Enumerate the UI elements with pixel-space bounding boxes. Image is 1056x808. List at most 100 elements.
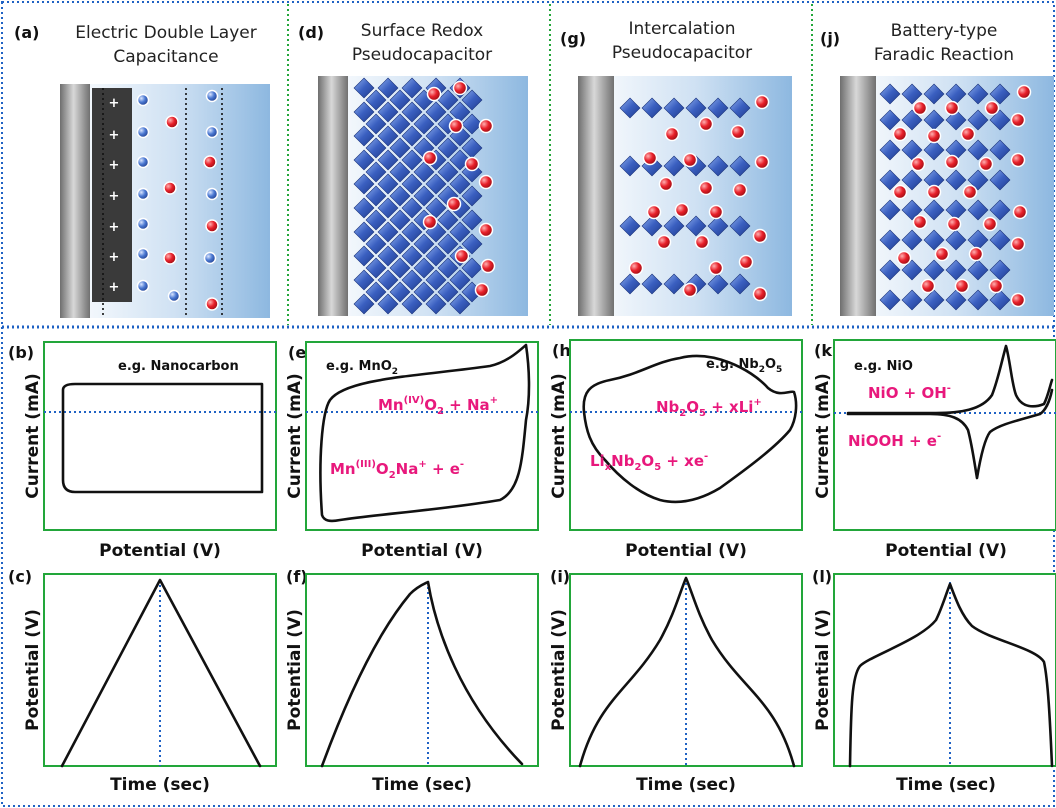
lattice-octahedron: [449, 221, 471, 243]
lattice-octahedron: [377, 101, 399, 123]
bulk-lattice: [879, 83, 1011, 311]
lattice-octahedron: [989, 229, 1011, 251]
panel-label-j: (j): [820, 29, 840, 48]
lattice-octahedron: [389, 233, 411, 255]
lattice-octahedron: [879, 199, 901, 221]
lattice-octahedron: [685, 97, 707, 119]
cation: [982, 216, 998, 232]
lattice-octahedron: [377, 245, 399, 267]
lattice-octahedron: [879, 289, 901, 311]
gcd-curve: [60, 578, 262, 768]
lattice-octahedron: [437, 281, 459, 303]
lattice-octahedron: [879, 139, 901, 161]
cation: [954, 278, 970, 294]
lattice-octahedron: [437, 233, 459, 255]
cation: [658, 176, 674, 192]
cation: [896, 250, 912, 266]
surface-cations: [422, 80, 496, 298]
lattice-octahedron: [413, 113, 435, 135]
edlc-ions: [136, 89, 219, 311]
lattice-octahedron: [353, 269, 375, 291]
lattice-octahedron: [967, 169, 989, 191]
lattice-octahedron: [365, 137, 387, 159]
cation: [628, 260, 644, 276]
lattice-octahedron: [901, 229, 923, 251]
y-axis-label: Potential (V): [813, 609, 833, 731]
panel-label-b: (b): [8, 343, 34, 362]
lattice-octahedron: [707, 273, 729, 295]
cation: [730, 124, 746, 140]
anion: [205, 89, 219, 103]
gcd-curve: [578, 576, 796, 768]
lattice-octahedron: [663, 155, 685, 177]
cation: [944, 154, 960, 170]
y-axis-label: Potential (V): [23, 609, 43, 731]
cv-curve: [319, 343, 531, 523]
reduction-reaction: Mn(III)O2Na+ + e-: [330, 459, 464, 481]
panel-d-title-line1: Surface Redox: [361, 21, 483, 41]
anion: [205, 125, 219, 139]
current-collector: [578, 76, 614, 316]
panel-label-k: (k): [814, 341, 839, 360]
positive-charge: +: [109, 280, 120, 295]
cation: [474, 282, 490, 298]
panel-label-g: (g): [560, 29, 586, 48]
y-axis-label: Potential (V): [549, 609, 569, 731]
lattice-octahedron: [461, 89, 483, 111]
y-axis-label: Potential (V): [285, 609, 305, 731]
cation: [452, 80, 468, 96]
cation: [752, 286, 768, 302]
lattice-octahedron: [377, 269, 399, 291]
lattice-octahedron: [923, 289, 945, 311]
lattice-octahedron: [879, 229, 901, 251]
lattice-octahedron: [461, 185, 483, 207]
cation: [205, 219, 219, 233]
panel-i-gcd: (i) Potential (V) Time (sec): [549, 567, 803, 795]
lattice-octahedron: [413, 185, 435, 207]
lattice-octahedron: [365, 233, 387, 255]
cation: [912, 100, 928, 116]
lattice-octahedron: [449, 269, 471, 291]
cation: [478, 222, 494, 238]
cation: [934, 246, 950, 262]
cation: [646, 204, 662, 220]
panel-e-cv: (e) e.g. MnO2 Mn(IV)O2 + Na+ Mn(III)O2Na…: [285, 341, 539, 561]
lattice-octahedron: [663, 273, 685, 295]
lattice-octahedron: [967, 83, 989, 105]
cation: [698, 116, 714, 132]
anion: [203, 251, 217, 265]
lattice-octahedron: [425, 293, 447, 315]
lattice-octahedron: [353, 293, 375, 315]
cation: [422, 214, 438, 230]
lattice-octahedron: [401, 293, 423, 315]
positive-charge: +: [109, 189, 120, 204]
positive-charge: +: [109, 158, 120, 173]
cation: [448, 118, 464, 134]
lattice-octahedron: [377, 221, 399, 243]
lattice-octahedron: [401, 245, 423, 267]
positive-charge: +: [109, 96, 120, 111]
lattice-octahedron: [377, 125, 399, 147]
panel-f-gcd: (f) Potential (V) Time (sec): [285, 567, 539, 795]
current-collector: [60, 84, 90, 318]
cation: [165, 115, 179, 129]
lattice-octahedron: [729, 215, 751, 237]
lattice-octahedron: [365, 185, 387, 207]
cation: [446, 196, 462, 212]
lattice-octahedron: [967, 139, 989, 161]
lattice-octahedron: [989, 139, 1011, 161]
lattice-octahedron: [377, 77, 399, 99]
example-material: e.g. MnO2: [326, 359, 398, 377]
panel-label-d: (d): [298, 23, 324, 42]
cation: [664, 126, 680, 142]
lattice-octahedron: [923, 139, 945, 161]
lattice-octahedron: [461, 209, 483, 231]
bulk-cations: [892, 84, 1032, 308]
x-axis-label: Time (sec): [896, 775, 996, 795]
cation: [1010, 236, 1026, 252]
cv-curve: [846, 344, 1054, 480]
lattice-octahedron: [377, 293, 399, 315]
lattice-octahedron: [401, 269, 423, 291]
panel-c-gcd: (c) Potential (V) Time (sec): [8, 567, 277, 795]
